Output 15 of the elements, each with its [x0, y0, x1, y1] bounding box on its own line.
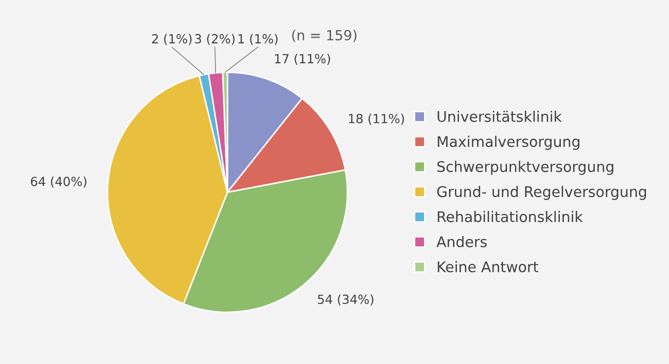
legend-label: Anders [436, 236, 487, 248]
legend-label: Schwerpunktversorgung [437, 160, 614, 175]
data-label: 54 (34%) [318, 294, 374, 306]
data-label: 18 (11%) [348, 114, 404, 125]
legend-label: Maximalversorgung [438, 136, 580, 150]
data-label: 3 (2%) [195, 34, 235, 45]
data-label: 2 (1%) [152, 34, 192, 45]
legend-label: Universitätsklinik [438, 110, 562, 122]
legend-label: Grund- und Regelversorgung [437, 186, 646, 200]
data-label: 17 (11%) [275, 54, 330, 65]
legend-label: Rehabilitationsklinik [438, 210, 583, 222]
text: (n = 159) [292, 30, 356, 42]
data-label: 1 (1%) [238, 34, 278, 45]
data-label: 64 (40%) [30, 176, 86, 188]
legend-label: Keine Antwort [438, 261, 538, 272]
